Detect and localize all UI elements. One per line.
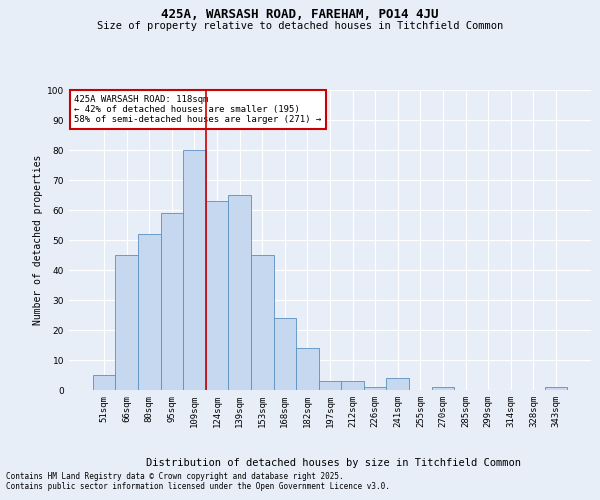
Text: Contains HM Land Registry data © Crown copyright and database right 2025.: Contains HM Land Registry data © Crown c… bbox=[6, 472, 344, 481]
Bar bbox=[386, 378, 409, 390]
Text: 425A WARSASH ROAD: 118sqm
← 42% of detached houses are smaller (195)
58% of semi: 425A WARSASH ROAD: 118sqm ← 42% of detac… bbox=[74, 94, 322, 124]
Text: Distribution of detached houses by size in Titchfield Common: Distribution of detached houses by size … bbox=[146, 458, 521, 468]
Bar bbox=[115, 255, 138, 390]
Y-axis label: Number of detached properties: Number of detached properties bbox=[33, 155, 43, 325]
Bar bbox=[319, 381, 341, 390]
Bar bbox=[545, 387, 567, 390]
Text: Size of property relative to detached houses in Titchfield Common: Size of property relative to detached ho… bbox=[97, 21, 503, 31]
Bar bbox=[93, 375, 115, 390]
Bar bbox=[138, 234, 161, 390]
Bar bbox=[229, 195, 251, 390]
Bar bbox=[341, 381, 364, 390]
Bar bbox=[206, 201, 229, 390]
Bar bbox=[296, 348, 319, 390]
Bar bbox=[431, 387, 454, 390]
Bar bbox=[364, 387, 386, 390]
Bar bbox=[161, 213, 183, 390]
Bar bbox=[251, 255, 274, 390]
Text: Contains public sector information licensed under the Open Government Licence v3: Contains public sector information licen… bbox=[6, 482, 390, 491]
Bar bbox=[274, 318, 296, 390]
Bar bbox=[183, 150, 206, 390]
Text: 425A, WARSASH ROAD, FAREHAM, PO14 4JU: 425A, WARSASH ROAD, FAREHAM, PO14 4JU bbox=[161, 8, 439, 20]
